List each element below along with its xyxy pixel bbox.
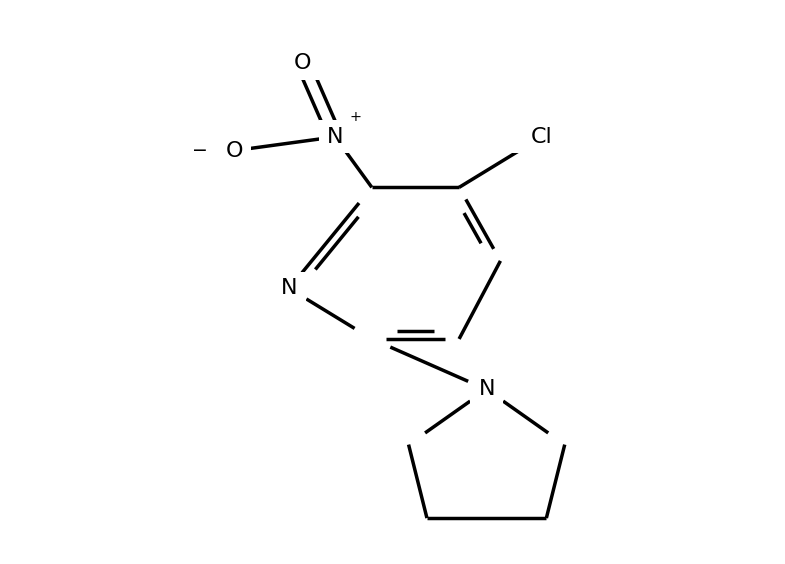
Text: N: N	[281, 279, 298, 298]
Text: O: O	[294, 54, 312, 73]
Text: −: −	[192, 141, 208, 160]
FancyBboxPatch shape	[287, 47, 319, 80]
Text: O: O	[225, 140, 243, 161]
Text: N: N	[327, 127, 343, 147]
Text: Cl: Cl	[531, 127, 553, 147]
FancyBboxPatch shape	[470, 373, 503, 406]
FancyBboxPatch shape	[319, 120, 352, 153]
FancyBboxPatch shape	[197, 134, 250, 167]
FancyBboxPatch shape	[272, 272, 305, 305]
FancyBboxPatch shape	[509, 120, 575, 153]
Text: N: N	[478, 380, 495, 399]
Text: +: +	[349, 111, 361, 125]
